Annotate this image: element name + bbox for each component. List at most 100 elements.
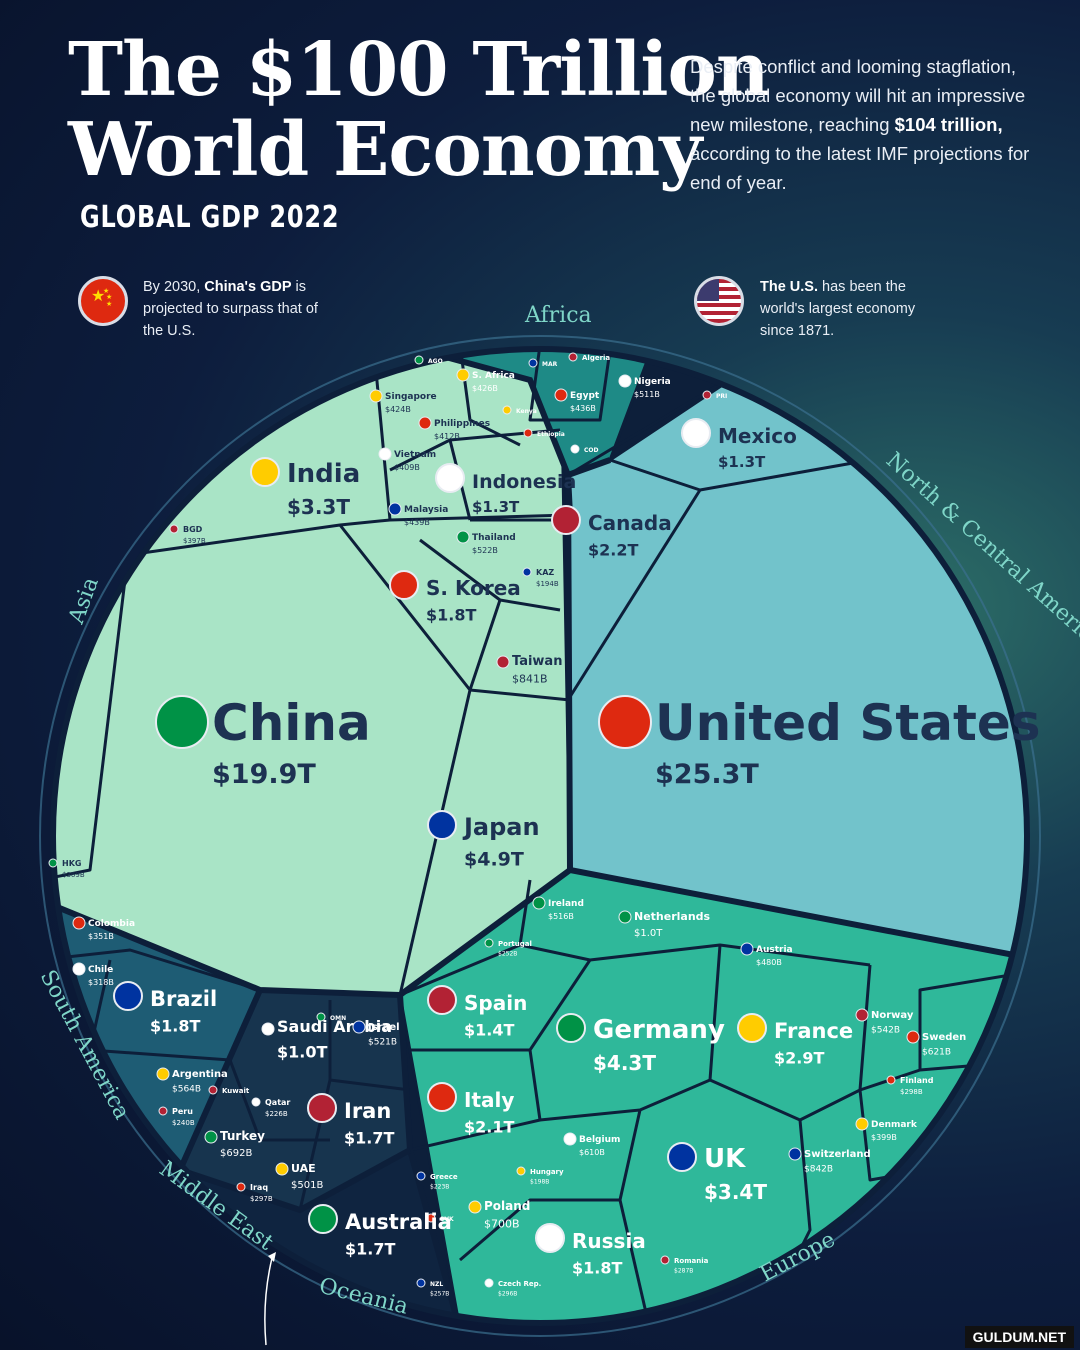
country-value-hungary: $198B xyxy=(530,1179,549,1186)
country-value-colombia: $351B xyxy=(88,932,114,941)
flag-icon-pri xyxy=(702,390,712,400)
country-label-indonesia: Indonesia xyxy=(472,471,576,493)
country-value-poland: $700B xyxy=(484,1218,520,1231)
cell-border xyxy=(469,688,571,702)
subtitle: GLOBAL GDP 2022 xyxy=(80,200,340,235)
country-label-spain: Spain xyxy=(464,991,527,1015)
flag-icon-belgium xyxy=(563,1132,577,1146)
country-value-qatar: $226B xyxy=(265,1110,288,1118)
country-label-kuwait: Kuwait xyxy=(222,1087,250,1095)
flag-icon-iran xyxy=(307,1093,337,1123)
country-label-brazil: Brazil xyxy=(150,987,217,1011)
country-label-chile: Chile xyxy=(88,965,113,975)
country-value-china: $19.9T xyxy=(212,759,316,790)
country-value-taiwan: $841B xyxy=(512,673,548,686)
country-label-svk: SVK xyxy=(440,1216,454,1223)
country-value-france: $2.9T xyxy=(774,1049,824,1068)
flag-icon-spain xyxy=(427,985,457,1015)
flag-icon-czech-rep xyxy=(484,1278,494,1288)
country-label-belgium: Belgium xyxy=(579,1135,620,1145)
flag-icon-chile xyxy=(72,962,86,976)
flag-icon-philippines xyxy=(418,416,432,430)
flag-icon-israel xyxy=(352,1020,366,1034)
us-flag-icon xyxy=(694,276,744,326)
us-note-bold: The U.S. xyxy=(760,279,819,295)
country-value-switzerland: $842B xyxy=(804,1164,833,1174)
flag-icon-argentina xyxy=(156,1067,170,1081)
flag-icon-netherlands xyxy=(618,910,632,924)
flag-icon-romania xyxy=(660,1255,670,1265)
flag-icon-kaz xyxy=(522,567,532,577)
flag-icon-omn xyxy=(316,1012,326,1022)
cell-border xyxy=(373,359,392,521)
page-title: The $100 Trillion World Economy xyxy=(68,27,770,193)
country-value-turkey: $692B xyxy=(220,1148,252,1159)
flag-icon-ago xyxy=(414,355,424,365)
flag-icon-nzl xyxy=(416,1278,426,1288)
flag-icon-saudi-arabia xyxy=(261,1022,275,1036)
country-label-qatar: Qatar xyxy=(265,1098,290,1107)
flag-icon-france xyxy=(737,1013,767,1043)
country-label-hungary: Hungary xyxy=(530,1168,564,1176)
flag-icon-s-korea xyxy=(389,570,419,600)
flag-icon-ireland xyxy=(532,896,546,910)
country-value-nigeria: $511B xyxy=(634,390,660,399)
country-label-poland: Poland xyxy=(484,1199,530,1213)
flag-icon-bgd xyxy=(169,524,179,534)
country-label-uae: UAE xyxy=(291,1162,316,1175)
country-value-denmark: $399B xyxy=(871,1133,897,1142)
cell-border xyxy=(618,1199,652,1323)
outer-ring xyxy=(39,335,1041,1337)
country-label-s-africa: S. Africa xyxy=(472,371,515,381)
country-label-hkg: HKG xyxy=(62,859,81,868)
country-value-austria: $480B xyxy=(756,958,782,967)
country-label-canada: Canada xyxy=(588,511,672,535)
annotation-arrow xyxy=(264,1257,273,1346)
flag-icon-uk xyxy=(667,1142,697,1172)
country-label-china: China xyxy=(212,694,371,752)
country-value-greece: $223B xyxy=(430,1184,449,1191)
svg-text:★: ★ xyxy=(91,288,105,305)
flag-icon-thailand xyxy=(456,530,470,544)
country-value-singapore: $424B xyxy=(385,405,411,414)
flag-icon-mexico xyxy=(681,418,711,448)
country-value-germany: $4.3T xyxy=(593,1051,656,1075)
region-border xyxy=(349,349,571,477)
flag-icon-qatar xyxy=(251,1097,261,1107)
circle-edge xyxy=(50,346,1030,1326)
country-value-iran: $1.7T xyxy=(344,1129,394,1148)
country-value-iraq: $297B xyxy=(250,1195,273,1203)
region-border xyxy=(53,867,572,999)
flag-icon-australia xyxy=(308,1204,338,1234)
flag-icon-greece xyxy=(416,1171,426,1181)
title-line-2: World Economy xyxy=(68,107,702,193)
country-label-pri: PRI xyxy=(716,393,727,400)
flag-icon-germany xyxy=(556,1013,586,1043)
title-line-1: The $100 Trillion xyxy=(68,27,770,113)
country-value-russia: $1.8T xyxy=(572,1259,622,1278)
country-value-chile: $318B xyxy=(88,978,114,987)
country-label-iraq: Iraq xyxy=(250,1183,268,1192)
flag-icon-china xyxy=(155,695,209,749)
country-label-philippines: Philippines xyxy=(434,419,490,429)
country-value-spain: $1.4T xyxy=(464,1021,514,1040)
cell-border xyxy=(528,349,612,422)
flag-icon-algeria xyxy=(568,352,578,362)
flag-icon-s-africa xyxy=(456,368,470,382)
cell-border xyxy=(459,1109,642,1262)
country-value-uae: $501B xyxy=(291,1180,323,1191)
flag-icon-india xyxy=(250,457,280,487)
country-value-portugal: $252B xyxy=(498,951,517,958)
country-value-vietnam: $409B xyxy=(394,463,420,472)
country-label-peru: Peru xyxy=(172,1107,193,1116)
country-value-saudi-arabia: $1.0T xyxy=(277,1043,327,1062)
country-label-uk: UK xyxy=(704,1144,746,1174)
flag-icon-sweden xyxy=(906,1030,920,1044)
region-asia xyxy=(53,349,572,997)
svg-text:★: ★ xyxy=(103,287,109,295)
flag-icon-ethiopia xyxy=(523,428,533,438)
cell-border xyxy=(519,943,871,967)
country-label-singapore: Singapore xyxy=(385,392,437,402)
flag-icon-cod xyxy=(570,444,580,454)
country-label-austria: Austria xyxy=(756,945,793,955)
